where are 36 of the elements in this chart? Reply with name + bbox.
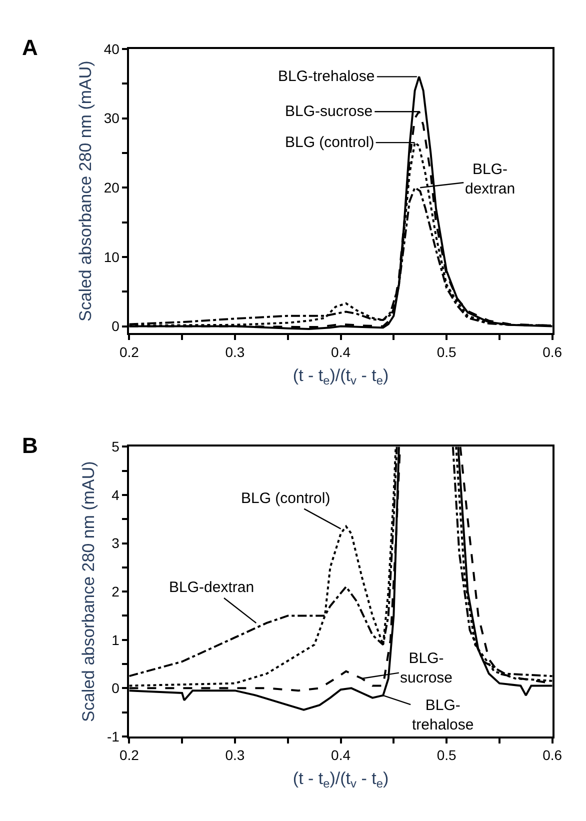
x-tick-label: 0.6 xyxy=(542,747,562,764)
x-tick-label: 0.4 xyxy=(331,747,351,764)
text: A xyxy=(22,35,38,60)
annotation: BLG- trehalose xyxy=(412,697,474,734)
y-tick-label: 20 xyxy=(104,180,120,196)
y-tick-label: 2 xyxy=(112,583,120,600)
text: B xyxy=(22,433,38,458)
y-tick-label: 30 xyxy=(104,110,120,126)
annotation: BLG-sucrose xyxy=(285,103,373,120)
y-tick-label: 40 xyxy=(104,40,120,57)
x-tick-label: 0.6 xyxy=(542,344,562,360)
x-tick-label: 0.3 xyxy=(225,344,245,360)
annotation: BLG (control) xyxy=(285,134,374,151)
y-tick-label: 0 xyxy=(112,680,120,696)
y-tick-label: 5 xyxy=(112,438,120,455)
y-tick-label: 0 xyxy=(112,318,120,334)
y-tick-label: 4 xyxy=(112,486,120,503)
annotation: BLG- dextran xyxy=(465,161,516,198)
x-tick-label: 0.5 xyxy=(436,344,456,360)
x-tick-label: 0.4 xyxy=(331,344,351,360)
annotation: BLG-trehalose xyxy=(278,68,375,85)
x-tick-label: 0.2 xyxy=(119,747,140,764)
annotation: BLG-dextran xyxy=(169,579,254,596)
y-tick-label: 1 xyxy=(112,632,120,648)
x-tick-label: 0.3 xyxy=(225,747,245,764)
annotation: BLG- sucrose xyxy=(400,650,453,686)
y-tick-label: 10 xyxy=(104,248,120,265)
annotation: BLG (control) xyxy=(241,490,330,507)
y-axis-title: Scaled absorbance 280 nm (mAU) xyxy=(76,60,95,322)
x-axis-title: (t - t$_{e}$)/(t$_{v}$ - t$_{e}$) xyxy=(292,769,389,791)
x-axis-title: (t - t$_{e}$)/(t$_{v}$ - t$_{e}$) xyxy=(292,366,389,388)
x-tick-label: 0.2 xyxy=(119,344,140,360)
x-tick-label: 0.5 xyxy=(436,747,456,764)
y-tick-label: 3 xyxy=(112,535,120,552)
y-axis-title: Scaled absorbance 280 nm (mAU) xyxy=(78,461,98,722)
y-tick-label: -1 xyxy=(106,728,120,744)
